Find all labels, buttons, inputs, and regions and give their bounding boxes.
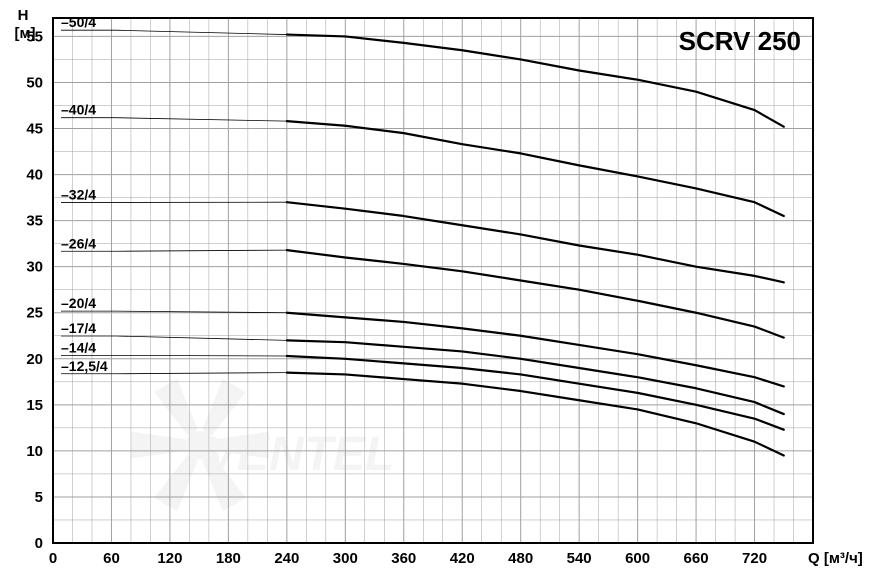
y-tick-label: 15 (26, 397, 43, 414)
y-axis-label-top: H (18, 7, 29, 24)
series-label: –40/4 (61, 102, 96, 118)
y-tick-label: 45 (26, 121, 43, 138)
series-leader-line (116, 355, 287, 356)
series-curve (287, 202, 784, 282)
series-label: –17/4 (61, 320, 96, 336)
series-label: –14/4 (61, 339, 96, 355)
watermark: VENTEL (131, 379, 394, 511)
chart-title: SCRV 250 (679, 26, 801, 56)
series-leader-line (116, 373, 287, 374)
series-curve (287, 121, 784, 216)
series-leader-line (116, 118, 287, 121)
series-label: –20/4 (61, 295, 96, 311)
x-tick-label: 0 (49, 550, 57, 567)
series-leader-line (116, 30, 287, 34)
y-tick-label: 10 (26, 443, 43, 460)
y-tick-label: 0 (35, 535, 43, 552)
x-tick-label: 60 (103, 550, 120, 567)
x-tick-label: 180 (216, 550, 241, 567)
series-leader-line (116, 336, 287, 340)
y-tick-label: 35 (26, 213, 43, 230)
series-label: –50/4 (61, 14, 96, 30)
y-axis-label-unit: [м] (14, 25, 35, 42)
x-axis-label: Q [м³/ч] (808, 550, 863, 567)
x-tick-label: 240 (274, 550, 299, 567)
series-label: –12,5/4 (61, 358, 108, 374)
series-curve (287, 250, 784, 337)
y-tick-label: 25 (26, 305, 43, 322)
x-tick-label: 120 (157, 550, 182, 567)
y-tick-label: 40 (26, 167, 43, 184)
x-tick-label: 300 (333, 550, 358, 567)
y-tick-label: 20 (26, 351, 43, 368)
x-tick-label: 660 (684, 550, 709, 567)
y-tick-label: 30 (26, 259, 43, 276)
plot-border (53, 18, 813, 543)
pump-curve-chart: VENTEL0601201802403003604204805406006607… (0, 0, 885, 585)
watermark-text: VENTEL (205, 428, 394, 481)
series-label: –26/4 (61, 235, 96, 251)
x-tick-label: 540 (567, 550, 592, 567)
x-tick-label: 600 (625, 550, 650, 567)
grid (53, 18, 813, 543)
y-tick-label: 5 (35, 489, 43, 506)
y-tick-label: 50 (26, 74, 43, 91)
x-tick-label: 420 (450, 550, 475, 567)
series-leader-line (116, 250, 287, 251)
x-tick-label: 720 (742, 550, 767, 567)
x-tick-label: 360 (391, 550, 416, 567)
x-tick-label: 480 (508, 550, 533, 567)
chart-container: VENTEL0601201802403003604204805406006607… (0, 0, 885, 585)
series-label: –32/4 (61, 186, 96, 202)
